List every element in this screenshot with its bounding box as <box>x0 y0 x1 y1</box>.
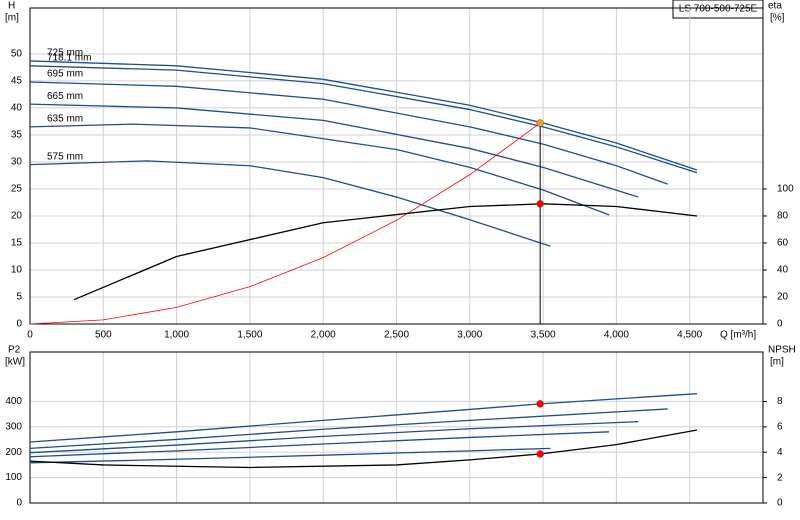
curve <box>29 122 541 325</box>
curve-label: 635 mm <box>47 113 83 124</box>
duty-point <box>536 200 544 208</box>
y-axis-unit: [m] <box>5 13 19 24</box>
curve-label: 718.1 mm <box>47 52 91 63</box>
x-tick-label: 4,500 <box>677 330 702 341</box>
curve-label: 575 mm <box>47 151 83 162</box>
y2-tick-label: 6 <box>777 422 783 433</box>
plot-frame <box>29 7 764 325</box>
curve <box>29 408 668 449</box>
y-tick-label: 10 <box>11 265 23 276</box>
curve-label: 725 mm <box>47 48 83 59</box>
y2-tick-label: 8 <box>777 396 783 407</box>
x-tick-label: 2,500 <box>384 330 409 341</box>
y2-tick-label: 60 <box>777 238 789 249</box>
y2-tick-label: 0 <box>777 319 783 330</box>
y-axis-label: H <box>8 1 15 12</box>
x-tick-label: 3,500 <box>531 330 556 341</box>
curve-label: 665 mm <box>47 91 83 102</box>
y2-tick-label: 100 <box>777 184 794 195</box>
y-tick-label: 25 <box>11 184 23 195</box>
curve <box>29 160 551 247</box>
curve-label: 695 mm <box>47 69 83 80</box>
plot-frame <box>29 351 764 504</box>
y2-tick-label: 2 <box>777 472 783 483</box>
y2-axis-label: NPSH <box>768 345 796 356</box>
curve <box>29 447 551 464</box>
curve <box>29 60 698 171</box>
y-tick-label: 45 <box>11 76 23 87</box>
y2-tick-label: 0 <box>777 498 783 509</box>
y-tick-label: 35 <box>11 130 23 141</box>
x-tick-label: 1,000 <box>164 330 189 341</box>
curve <box>73 203 698 301</box>
curve <box>29 123 610 216</box>
y-tick-label: 200 <box>5 447 22 458</box>
y-tick-label: 0 <box>16 498 22 509</box>
curve <box>29 421 639 454</box>
curve <box>29 103 639 198</box>
y2-tick-label: 4 <box>777 447 783 458</box>
x-tick-label: 3,000 <box>457 330 482 341</box>
duty-point <box>536 400 544 408</box>
y2-tick-label: 20 <box>777 292 789 303</box>
curve <box>29 431 610 458</box>
y-axis-unit: [kW] <box>5 357 25 368</box>
duty-point <box>536 119 544 127</box>
x-tick-label: 2,000 <box>311 330 336 341</box>
y-tick-label: 100 <box>5 472 22 483</box>
y-axis-label: P2 <box>8 345 21 356</box>
y-tick-label: 30 <box>11 157 23 168</box>
y-tick-label: 5 <box>16 292 22 303</box>
y-tick-label: 15 <box>11 238 23 249</box>
y2-tick-label: 40 <box>777 265 789 276</box>
pump-title: LS 700-500-725E <box>679 4 758 15</box>
y-tick-label: 50 <box>11 49 23 60</box>
x-tick-label: 1,500 <box>237 330 262 341</box>
y-tick-label: 0 <box>16 319 22 330</box>
curve <box>29 393 698 443</box>
y2-tick-label: 80 <box>777 211 789 222</box>
curve <box>29 65 698 174</box>
x-axis-label: Q [m³/h] <box>720 330 756 341</box>
x-tick-label: 500 <box>95 330 112 341</box>
y-tick-label: 300 <box>5 421 22 432</box>
y-tick-label: 20 <box>11 211 23 222</box>
y-tick-label: 400 <box>5 396 22 407</box>
duty-point <box>536 450 544 458</box>
y2-axis-unit: [m] <box>770 357 784 368</box>
y-tick-label: 40 <box>11 103 23 114</box>
y2-axis-label: eta <box>768 1 782 12</box>
y2-axis-unit: [%] <box>770 13 785 24</box>
x-tick-label: 0 <box>27 330 33 341</box>
x-tick-label: 4,000 <box>604 330 629 341</box>
curve <box>29 429 698 469</box>
curve <box>29 81 668 185</box>
